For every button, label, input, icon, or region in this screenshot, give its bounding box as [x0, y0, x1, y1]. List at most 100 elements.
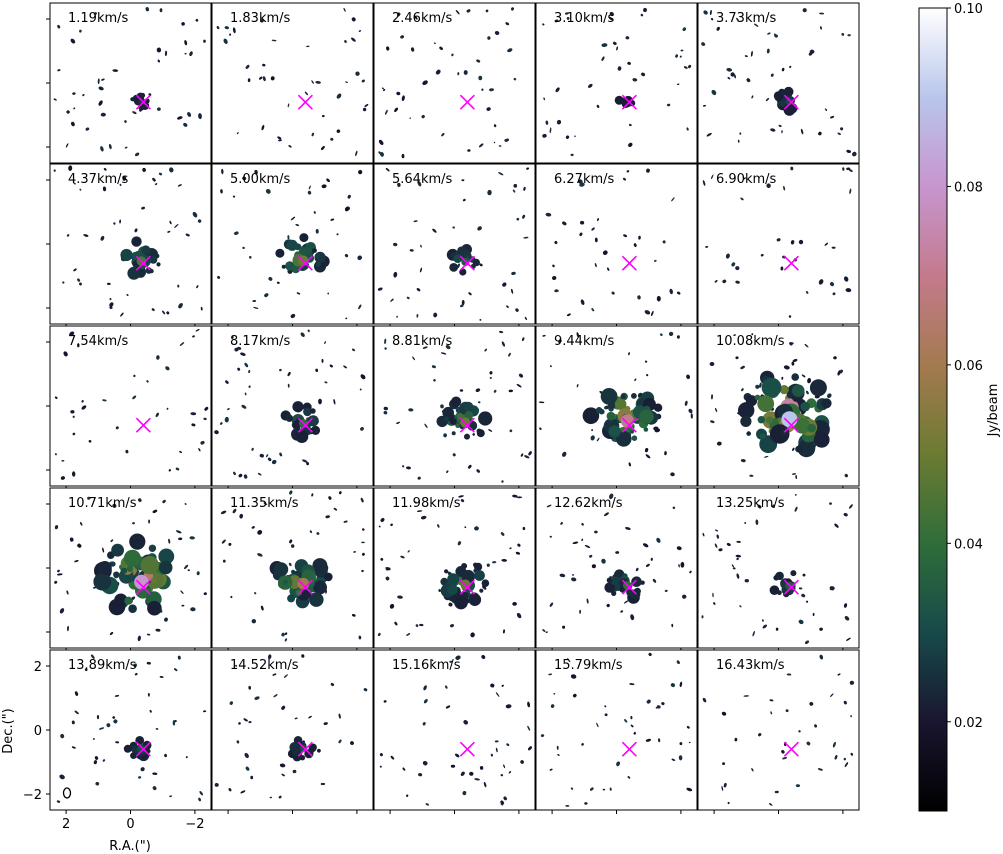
noise-speck — [678, 755, 683, 761]
noise-speck — [676, 291, 681, 295]
noise-speck — [840, 127, 844, 131]
channel-panel: 2.46km/s — [373, 2, 536, 167]
noise-speck — [267, 457, 272, 462]
noise-speck — [234, 347, 239, 352]
source-marker — [135, 579, 151, 595]
emission-blob — [653, 403, 663, 412]
noise-speck — [753, 23, 759, 27]
emission-blob — [774, 92, 784, 102]
noise-speck — [177, 184, 182, 187]
noise-speck — [645, 454, 651, 459]
noise-speck — [79, 29, 82, 33]
emission-blob — [606, 577, 613, 583]
noise-speck — [670, 472, 675, 477]
noise-speck — [321, 184, 327, 189]
noise-speck — [734, 737, 738, 742]
noise-speck — [287, 383, 290, 388]
velocity-label: 6.90km/s — [716, 172, 777, 187]
noise-speck — [377, 632, 381, 637]
noise-speck — [785, 709, 789, 713]
noise-speck — [726, 67, 732, 72]
emission-blob — [123, 549, 141, 567]
noise-speck — [727, 801, 730, 805]
noise-speck — [829, 502, 832, 505]
emission-blob — [783, 104, 796, 116]
panel-background — [536, 164, 697, 324]
noise-speck — [524, 455, 530, 459]
noise-speck — [557, 754, 560, 756]
noise-speck — [789, 65, 792, 69]
noise-speck — [791, 361, 795, 366]
noise-speck — [586, 598, 589, 604]
noise-speck — [798, 730, 801, 733]
noise-speck — [311, 493, 314, 497]
noise-speck — [554, 19, 559, 23]
noise-speck — [524, 316, 528, 321]
source-marker — [621, 94, 637, 110]
noise-speck — [394, 107, 399, 113]
noise-speck — [192, 335, 195, 338]
noise-speck — [199, 791, 203, 796]
emission-blob — [444, 569, 449, 574]
noise-speck — [244, 392, 247, 396]
noise-speck — [517, 543, 521, 547]
noise-speck — [103, 167, 107, 171]
emission-blob — [800, 401, 810, 412]
source-marker — [459, 417, 475, 433]
noise-speck — [247, 78, 251, 83]
source-marker — [459, 255, 475, 271]
noise-speck — [625, 527, 631, 530]
noise-speck — [257, 553, 263, 557]
noise-speck — [819, 12, 825, 15]
noise-speck — [102, 399, 107, 402]
noise-speck — [124, 146, 128, 149]
noise-speck — [423, 685, 427, 691]
noise-speck — [543, 97, 546, 101]
noise-speck — [678, 564, 680, 568]
velocity-label: 16.43km/s — [716, 658, 785, 673]
noise-speck — [506, 743, 510, 747]
noise-speck — [60, 476, 65, 480]
emission-blob — [610, 576, 620, 586]
noise-speck — [741, 388, 744, 392]
noise-speck — [238, 722, 241, 725]
noise-speck — [313, 211, 316, 214]
noise-speck — [142, 167, 146, 172]
noise-speck — [57, 569, 60, 573]
noise-speck — [232, 195, 236, 198]
noise-speck — [383, 410, 388, 415]
velocity-label: 15.79km/s — [554, 658, 623, 673]
noise-speck — [379, 765, 382, 768]
noise-speck — [300, 332, 305, 337]
noise-speck — [380, 558, 384, 561]
noise-speck — [265, 454, 269, 458]
noise-speck — [217, 275, 221, 279]
noise-speck — [174, 223, 179, 229]
noise-speck — [749, 474, 754, 477]
noise-speck — [232, 508, 237, 514]
noise-speck — [350, 741, 354, 746]
noise-speck — [774, 790, 779, 794]
noise-speck — [736, 557, 739, 561]
noise-speck — [316, 532, 320, 535]
noise-speck — [363, 688, 368, 692]
noise-speck — [590, 435, 595, 441]
noise-speck — [338, 491, 342, 495]
noise-speck — [54, 525, 59, 530]
noise-speck — [74, 559, 79, 563]
noise-speck — [842, 167, 845, 171]
emission-blob — [447, 573, 460, 586]
noise-speck — [152, 177, 156, 182]
noise-speck — [804, 343, 809, 348]
noise-speck — [457, 541, 462, 546]
velocity-label: 5.00km/s — [230, 172, 291, 187]
noise-speck — [501, 480, 504, 483]
velocity-label: 1.83km/s — [230, 11, 291, 26]
noise-speck — [225, 380, 229, 384]
noise-speck — [493, 124, 497, 128]
noise-speck — [336, 233, 339, 236]
noise-speck — [744, 55, 748, 58]
noise-speck — [393, 242, 398, 247]
noise-speck — [233, 471, 236, 476]
noise-speck — [79, 282, 82, 286]
